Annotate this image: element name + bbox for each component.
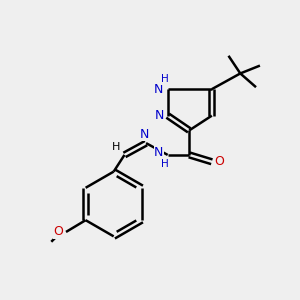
Text: N: N (155, 109, 164, 122)
Text: N: N (154, 146, 164, 159)
Text: N: N (140, 128, 149, 141)
Text: H: H (161, 159, 169, 169)
Text: H: H (161, 74, 169, 84)
Text: O: O (53, 226, 63, 238)
Text: H: H (112, 142, 120, 152)
Text: O: O (215, 155, 225, 168)
Text: N: N (154, 82, 164, 96)
